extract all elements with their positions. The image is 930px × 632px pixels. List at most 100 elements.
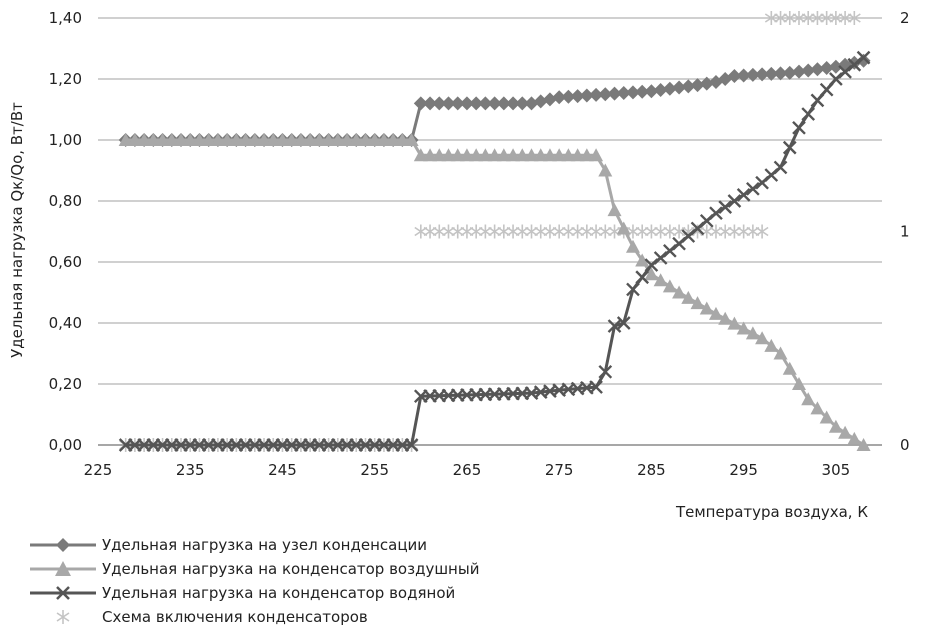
data-point — [736, 321, 751, 335]
data-point — [137, 133, 152, 146]
data-point — [423, 224, 437, 239]
data-point — [414, 224, 428, 239]
series-line — [125, 138, 865, 447]
data-point — [764, 338, 779, 352]
data-point — [727, 316, 742, 330]
legend-label: Удельная нагрузка на узел конденсации — [102, 536, 428, 554]
data-point — [598, 87, 613, 102]
data-point — [690, 78, 705, 93]
x-tick-label: 235 — [176, 461, 205, 479]
y-tick-label: 1,20 — [49, 70, 82, 88]
data-point — [118, 133, 133, 146]
data-point — [764, 66, 779, 81]
data-point — [515, 96, 530, 111]
data-point — [782, 361, 797, 375]
series-1 — [118, 53, 871, 147]
x-tick-label: 245 — [268, 461, 297, 479]
data-point — [736, 188, 751, 202]
legend-swatch-diamond — [30, 538, 96, 552]
data-point — [654, 224, 668, 239]
data-point — [810, 62, 825, 77]
data-point — [561, 148, 576, 162]
data-point — [441, 148, 456, 162]
data-point — [534, 224, 548, 239]
data-point — [543, 224, 557, 239]
data-point — [709, 206, 723, 221]
data-point — [791, 64, 806, 79]
data-point — [266, 133, 281, 146]
data-point — [746, 181, 760, 196]
data-point — [247, 133, 262, 146]
data-point — [515, 148, 530, 162]
data-point — [349, 133, 364, 146]
data-point — [782, 140, 797, 155]
data-point — [579, 148, 594, 162]
data-point — [791, 377, 806, 390]
x-tick-label: 255 — [360, 461, 389, 479]
data-point — [432, 148, 447, 162]
data-point — [663, 224, 677, 239]
data-point — [570, 148, 585, 162]
data-point — [635, 224, 649, 239]
legend-label: Удельная нагрузка на конденсатор водяной — [102, 584, 456, 602]
data-point — [653, 273, 668, 287]
data-point — [450, 96, 465, 111]
data-point — [644, 224, 658, 239]
data-point — [478, 96, 493, 111]
data-point — [413, 96, 428, 111]
data-point — [432, 96, 447, 111]
data-point — [856, 53, 871, 68]
data-point — [127, 133, 142, 146]
data-point — [478, 148, 493, 162]
data-point — [488, 224, 502, 239]
data-point — [395, 133, 410, 146]
data-point — [745, 67, 760, 82]
data-point — [616, 86, 631, 101]
data-point — [662, 81, 677, 96]
data-point — [690, 296, 705, 310]
data-point — [616, 316, 631, 330]
legend-item-connection-scheme: Схема включения конденсаторов — [28, 605, 479, 629]
data-point — [155, 133, 170, 146]
y-tick-label: 0,60 — [49, 253, 82, 271]
data-point — [561, 224, 575, 239]
data-point — [487, 96, 502, 111]
data-point — [727, 68, 742, 83]
legend-label: Схема включения конденсаторов — [102, 608, 368, 626]
data-point — [524, 96, 539, 111]
plot-area — [118, 11, 871, 452]
data-point — [635, 84, 650, 99]
data-point — [533, 148, 548, 162]
data-point — [589, 148, 604, 162]
data-point — [681, 79, 696, 94]
data-point — [542, 148, 557, 162]
data-point — [782, 65, 797, 80]
x-tick-label: 295 — [729, 461, 758, 479]
y-tick-label: 0,00 — [49, 436, 82, 454]
data-point — [321, 133, 336, 146]
data-point — [487, 148, 502, 162]
data-point — [552, 148, 567, 162]
data-point — [644, 267, 659, 281]
data-point — [146, 133, 161, 146]
data-point — [801, 63, 816, 78]
legend-item-condensation-unit: Удельная нагрузка на узел конденсации — [28, 533, 479, 557]
x-axis-title: Температура воздуха, К — [675, 503, 868, 521]
data-point — [275, 133, 290, 146]
data-point — [404, 438, 419, 452]
data-point — [607, 319, 622, 333]
data-point — [598, 364, 613, 379]
data-point — [810, 401, 825, 415]
data-point — [755, 224, 769, 239]
y-tick-label: 0,40 — [49, 314, 82, 332]
data-point — [792, 120, 806, 135]
data-point — [164, 133, 179, 146]
data-point — [847, 57, 862, 72]
data-point — [525, 224, 538, 239]
data-point — [469, 148, 484, 162]
data-point — [478, 224, 492, 239]
data-point — [340, 133, 355, 146]
data-point — [210, 133, 225, 146]
legend-swatch-triangle — [30, 561, 96, 576]
y-tick-label: 0,80 — [49, 192, 82, 210]
